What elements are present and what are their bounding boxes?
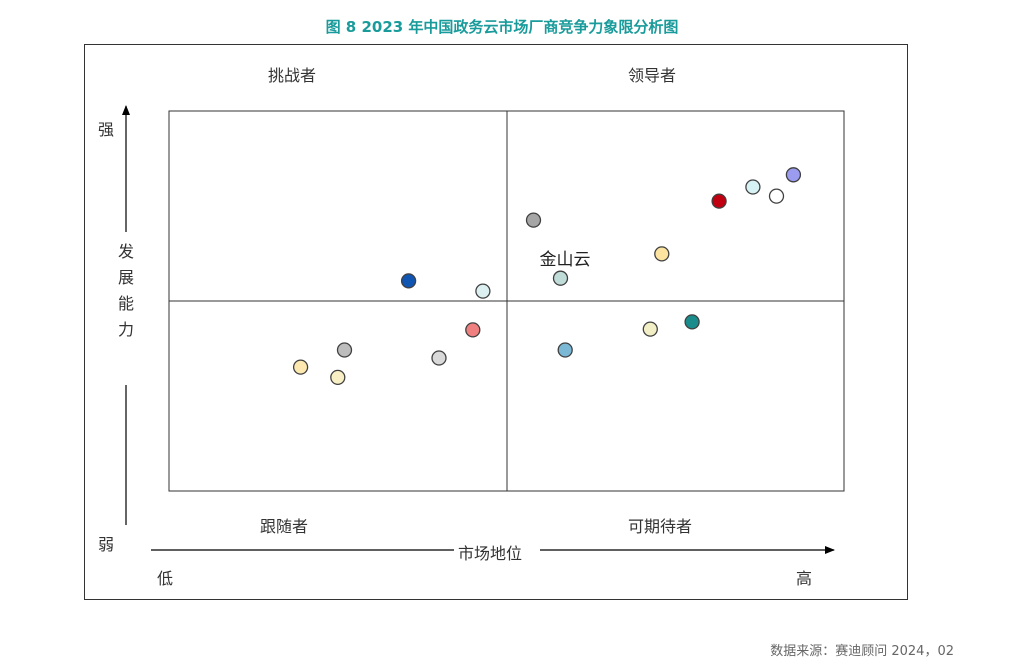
- quadrant-label-top-right: 领导者: [628, 66, 677, 85]
- x-axis-label: 市场地位: [458, 544, 523, 563]
- data-point-14: [711, 193, 727, 209]
- data-point-10: [557, 342, 573, 358]
- data-point-6: [465, 322, 481, 338]
- data-point-7: [475, 283, 491, 299]
- quadrant-label-top-left: 挑战者: [268, 66, 317, 85]
- data-point-3: [336, 342, 353, 358]
- source-note: 数据来源：赛迪顾问 2024，02: [770, 644, 954, 659]
- quadrant-label-bottom-right: 可期待者: [628, 517, 693, 536]
- data-point-13: [684, 314, 700, 330]
- data-point-11: [642, 321, 658, 337]
- data-point-label: 金山云: [540, 250, 591, 270]
- y-axis-high-label: 强: [98, 120, 115, 139]
- data-point-15: [745, 179, 761, 195]
- data-point-1: [292, 359, 309, 375]
- data-point-9: [552, 270, 569, 286]
- data-point-17: [785, 167, 802, 183]
- data-point-2: [330, 369, 346, 386]
- data-point-5: [431, 350, 447, 366]
- y-axis-low-label: 弱: [98, 535, 115, 554]
- quadrant-label-bottom-left: 跟随者: [260, 517, 309, 536]
- data-point-12: [654, 246, 670, 262]
- chart-frame: [84, 44, 908, 600]
- y-axis-label: 发展能力: [117, 242, 134, 339]
- chart-title: 图 8 2023 年中国政务云市场厂商竞争力象限分析图: [325, 18, 679, 36]
- x-axis-high-label: 高: [796, 569, 813, 588]
- data-point-8: [525, 212, 542, 228]
- data-point-4: [400, 273, 417, 289]
- x-axis-low-label: 低: [157, 569, 174, 588]
- data-points: 金山云: [292, 167, 802, 386]
- data-point-16: [768, 188, 785, 204]
